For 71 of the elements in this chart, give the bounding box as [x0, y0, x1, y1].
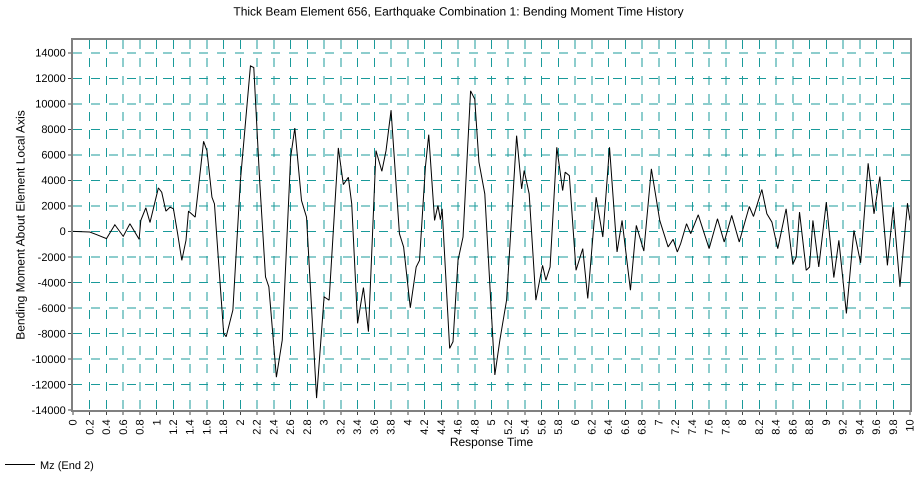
y-tick-label: 0 — [60, 226, 66, 238]
y-tick-label: 8000 — [41, 124, 66, 136]
x-tick-label: 1.8 — [218, 419, 230, 435]
x-tick-label: 0.2 — [84, 419, 96, 435]
x-tick-label: 10 — [904, 419, 917, 432]
x-tick-label: 3.4 — [352, 419, 364, 435]
x-tick-label: 5.8 — [553, 419, 566, 435]
x-tick-label: 4.8 — [469, 419, 482, 435]
x-tick-label: 8.6 — [787, 419, 800, 435]
y-axis-title: Bending Moment About Element Local Axis — [13, 110, 28, 340]
x-tick-label: 6.4 — [603, 419, 616, 435]
line-series — [73, 65, 910, 399]
x-tick-label: 3.2 — [335, 419, 348, 435]
x-tick-label: 0 — [68, 419, 80, 426]
x-tick-label: 1 — [151, 419, 164, 426]
x-tick-label: 7.6 — [704, 419, 716, 435]
x-tick-label: 9 — [820, 419, 833, 426]
x-tick-label: 0.6 — [118, 419, 130, 435]
x-tick-label: 6.6 — [620, 419, 632, 435]
y-tick-label: 12000 — [35, 73, 66, 86]
x-tick-label: 2 — [234, 419, 247, 426]
x-tick-label: 1.2 — [168, 419, 180, 435]
y-tick-label: 2000 — [41, 200, 66, 213]
x-tick-label: 9.2 — [838, 419, 850, 435]
x-tick-label: 2.4 — [268, 419, 280, 435]
x-tick-label: 5.2 — [502, 419, 515, 435]
x-tick-label: 3.6 — [368, 419, 381, 435]
x-tick-label: 6.2 — [586, 419, 599, 435]
y-tick-label: -14000 — [32, 404, 66, 417]
y-tick-label: -12000 — [32, 379, 66, 392]
x-tick-label: 9.4 — [854, 419, 866, 435]
x-tick-label: 8.8 — [804, 419, 816, 435]
x-tick-label: 0.4 — [101, 419, 114, 435]
x-tick-label: 5.6 — [536, 419, 548, 435]
x-tick-label: 7.8 — [720, 419, 732, 435]
x-tick-label: 3.8 — [386, 419, 398, 435]
x-tick-label: 5 — [486, 419, 498, 426]
x-tick-label: 9.6 — [871, 419, 884, 435]
y-tick-label: -6000 — [38, 302, 66, 315]
x-tick-label: 4.6 — [452, 419, 465, 435]
y-tick-label: -4000 — [38, 277, 66, 290]
x-tick-label: 3 — [318, 419, 331, 426]
x-tick-label: 1.4 — [184, 419, 197, 435]
x-tick-label: 6.8 — [636, 419, 649, 435]
x-tick-label: 8 — [737, 419, 750, 426]
y-tick-label: 4000 — [41, 175, 66, 188]
x-tick-label: 1.6 — [201, 419, 214, 435]
x-tick-label: 6 — [570, 419, 582, 426]
x-tick-label: 8.2 — [754, 419, 766, 435]
x-tick-label: 7.2 — [670, 419, 682, 435]
x-tick-label: 7 — [653, 419, 666, 426]
y-tick-label: 14000 — [35, 48, 66, 60]
chart-title: Thick Beam Element 656, Earthquake Combination 1: Bending Moment Time History — [233, 4, 684, 19]
y-tick-label: -10000 — [32, 354, 66, 366]
x-tick-label: 9.8 — [888, 419, 900, 435]
x-axis-title: Response Time — [450, 435, 534, 450]
x-tick-label: 5.4 — [520, 419, 532, 435]
y-tick-label: -8000 — [38, 328, 66, 340]
x-tick-label: 2.2 — [252, 419, 264, 435]
x-tick-label: 2.8 — [302, 419, 314, 435]
x-tick-label: 8.4 — [770, 419, 783, 435]
x-tick-label: 7.4 — [686, 419, 699, 435]
x-tick-label: 4 — [402, 419, 414, 426]
y-tick-label: -2000 — [38, 252, 66, 264]
x-tick-label: 0.8 — [134, 419, 147, 435]
y-tick-label: 6000 — [41, 150, 66, 162]
x-tick-label: 4.2 — [419, 419, 432, 435]
y-tick-label: 10000 — [35, 98, 66, 111]
legend-label: Mz (End 2) — [40, 460, 94, 472]
x-tick-label: 4.4 — [436, 419, 448, 435]
x-tick-label: 2.6 — [285, 419, 298, 435]
